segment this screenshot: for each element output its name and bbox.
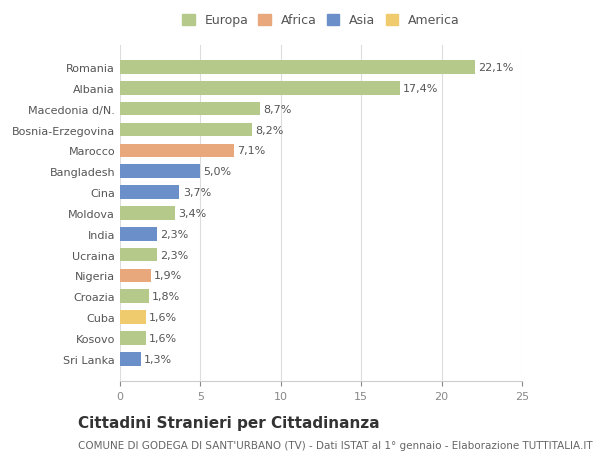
Bar <box>120 82 400 95</box>
Bar <box>120 331 146 345</box>
Text: 22,1%: 22,1% <box>479 63 514 73</box>
Text: 5,0%: 5,0% <box>203 167 232 177</box>
Bar <box>120 165 200 179</box>
Text: 3,7%: 3,7% <box>183 188 211 198</box>
Text: 17,4%: 17,4% <box>403 84 439 94</box>
Text: 1,6%: 1,6% <box>149 313 177 322</box>
Bar <box>120 228 157 241</box>
Bar <box>120 311 146 324</box>
Bar <box>120 103 260 116</box>
Bar <box>120 290 149 303</box>
Text: 1,8%: 1,8% <box>152 291 181 302</box>
Text: 7,1%: 7,1% <box>238 146 266 156</box>
Text: 1,6%: 1,6% <box>149 333 177 343</box>
Text: 3,4%: 3,4% <box>178 208 206 218</box>
Bar <box>120 352 141 366</box>
Bar <box>120 144 234 158</box>
Text: 1,3%: 1,3% <box>144 354 172 364</box>
Bar <box>120 269 151 283</box>
Bar <box>120 61 475 75</box>
Bar <box>120 207 175 220</box>
Text: 2,3%: 2,3% <box>160 229 188 239</box>
Text: COMUNE DI GODEGA DI SANT'URBANO (TV) - Dati ISTAT al 1° gennaio - Elaborazione T: COMUNE DI GODEGA DI SANT'URBANO (TV) - D… <box>78 440 593 450</box>
Text: Cittadini Stranieri per Cittadinanza: Cittadini Stranieri per Cittadinanza <box>78 415 380 431</box>
Bar <box>120 248 157 262</box>
Text: 8,2%: 8,2% <box>255 125 283 135</box>
Text: 2,3%: 2,3% <box>160 250 188 260</box>
Bar <box>120 186 179 199</box>
Bar <box>120 123 252 137</box>
Text: 1,9%: 1,9% <box>154 271 182 281</box>
Text: 8,7%: 8,7% <box>263 105 292 114</box>
Legend: Europa, Africa, Asia, America: Europa, Africa, Asia, America <box>179 12 463 30</box>
